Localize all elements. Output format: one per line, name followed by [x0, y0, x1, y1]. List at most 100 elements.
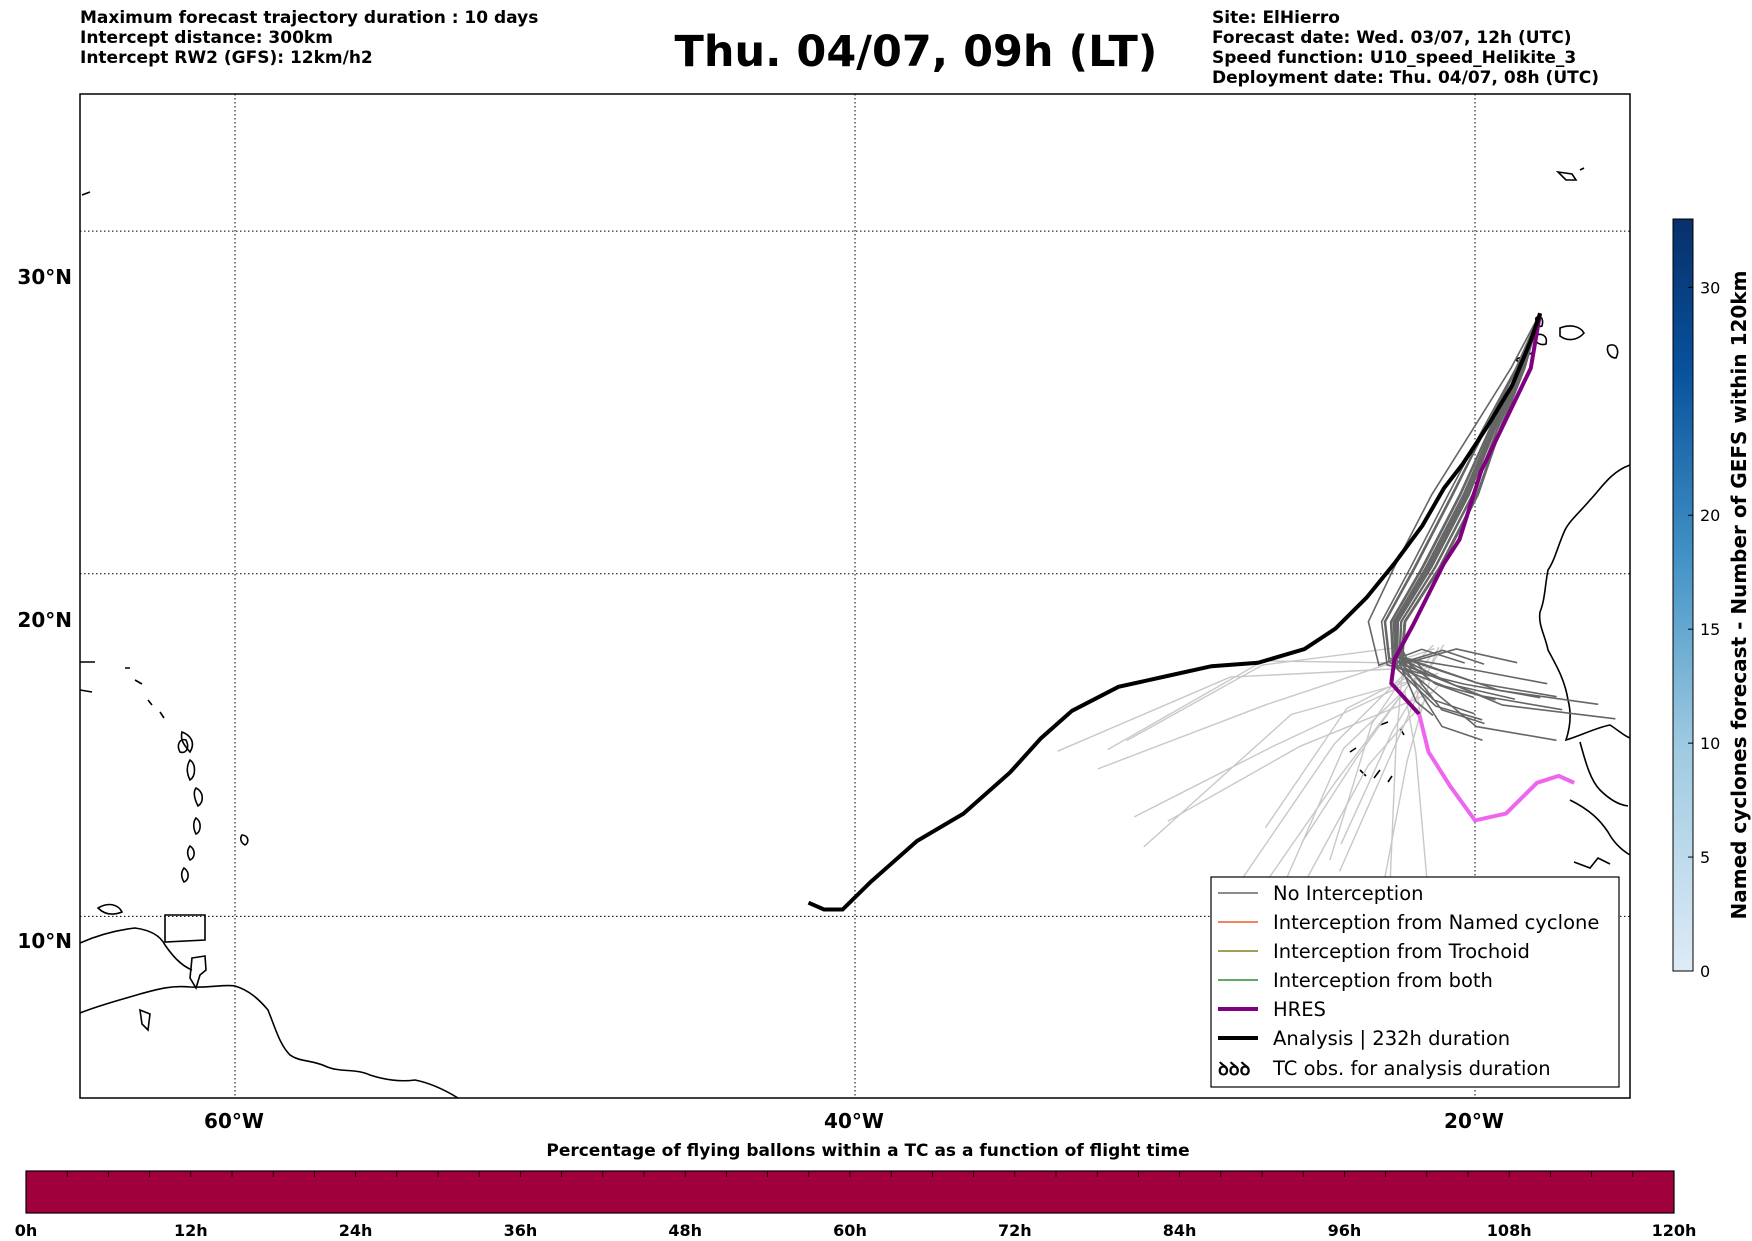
ensemble-light-track: [1235, 644, 1434, 889]
bottom-bar-tick-label: 60h: [833, 1221, 867, 1240]
longitude-labels: 60°W 40°W 20°W: [204, 1109, 1504, 1133]
coast-africa-south: [1569, 741, 1630, 869]
coast-trinidad: [189, 955, 207, 990]
coast-madeira: [1555, 167, 1585, 181]
coast-tobago: [164, 914, 206, 943]
header-speed-function: Speed function: U10_speed_Helikite_3: [1212, 48, 1577, 68]
colorbar-right: 0 5 10 15 20 30 Named cyclones forecast - Num…: [1672, 218, 1751, 981]
bottom-bar-tick-label: 108h: [1487, 1221, 1532, 1240]
lat-label-20n: 20°N: [17, 608, 72, 632]
bottom-bar-ticks: 0h 12h 24h 36h 48h 60h 72h 84h 96h 108h 120h: [15, 1171, 1697, 1240]
ensemble-light-track: [1057, 667, 1404, 752]
coast-venezuela: [80, 927, 193, 971]
colorbar-tick-label: 15: [1700, 620, 1720, 639]
header-max-duration: Maximum forecast trajectory duration : 1…: [80, 8, 539, 28]
legend-label-no-interception: No Interception: [1273, 882, 1424, 905]
coast-margarita: [139, 1008, 151, 1032]
ensemble-light-tracks: [1057, 644, 1445, 918]
ensemble-light-track: [1126, 646, 1399, 742]
tc-obs-icon: ꝺꝺꝺ: [1218, 1059, 1251, 1080]
legend-label-tc-obs: TC obs. for analysis duration: [1272, 1057, 1551, 1080]
bottom-bar-tick-label: 84h: [1163, 1221, 1197, 1240]
ensemble-track: [1383, 312, 1541, 721]
colorbar-tick-label: 5: [1700, 848, 1710, 867]
header-intercept-distance: Intercept distance: 300km: [80, 28, 333, 48]
ensemble-light-track: [1301, 681, 1412, 843]
latitude-labels: 30°N 20°N 10°N: [17, 265, 72, 953]
ensemble-light-track: [1403, 689, 1428, 882]
lon-label-40w: 40°W: [824, 1109, 884, 1133]
coast-south-america: [80, 984, 459, 1098]
ensemble-light-track: [1285, 693, 1402, 880]
coastlines: [80, 167, 1630, 1098]
bottom-bar: Percentage of flying ballons within a TC…: [15, 1141, 1697, 1240]
legend-label-both: Interception from both: [1273, 969, 1493, 992]
bottom-bar-tick-label: 120h: [1652, 1221, 1697, 1240]
ensemble-track: [1398, 313, 1541, 717]
map-plot-area: [80, 94, 1630, 1098]
ensemble-light-track: [1388, 658, 1405, 917]
bottom-bar-tick-label: 12h: [174, 1221, 208, 1240]
analysis-track: [807, 312, 1542, 912]
coast-lesser-antilles-1: [180, 730, 194, 754]
header-left: Maximum forecast trajectory duration : 1…: [80, 8, 538, 68]
header-forecast-date: Forecast date: Wed. 03/07, 12h (UTC): [1212, 28, 1572, 48]
coast-caribbean-islets: [80, 661, 165, 719]
ensemble-light-track: [1329, 661, 1415, 861]
lat-label-10n: 10°N: [17, 929, 72, 953]
legend-label-named-cyclone: Interception from Named cyclone: [1273, 911, 1599, 934]
legend-label-hres: HRES: [1273, 998, 1326, 1021]
colorbar-tick-label: 10: [1700, 734, 1720, 753]
coast-antigua: [239, 834, 249, 846]
coast-cape-verde: [1349, 721, 1405, 783]
lon-label-60w: 60°W: [204, 1109, 264, 1133]
bottom-bar-tick-label: 96h: [1328, 1221, 1362, 1240]
header-intercept-rw2: Intercept RW2 (GFS): 12km/h2: [80, 48, 373, 68]
coast-canary-3: [1606, 344, 1619, 359]
header-deployment-date: Deployment date: Thu. 04/07, 08h (UTC): [1212, 68, 1599, 88]
bottom-bar-tick-label: 48h: [668, 1221, 702, 1240]
ensemble-light-track: [1097, 647, 1435, 770]
lat-label-30n: 30°N: [17, 265, 72, 289]
colorbar-tick-label: 0: [1700, 962, 1710, 981]
hres-track-late: [1417, 713, 1576, 823]
lon-label-20w: 20°W: [1444, 1109, 1504, 1133]
coast-canary-1: [1559, 325, 1585, 341]
coast-lesser-antilles-6: [180, 866, 189, 883]
hres-track: [1389, 312, 1543, 716]
bottom-bar-tick-label: 24h: [339, 1221, 373, 1240]
coast-lesser-antilles-4: [192, 816, 201, 836]
bottom-bar-title: Percentage of flying ballons within a TC…: [546, 1141, 1189, 1161]
coast-africa: [1538, 464, 1630, 742]
legend-box: [1210, 876, 1620, 1088]
ensemble-light-track: [1264, 666, 1429, 829]
ensemble-light-track: [1167, 691, 1433, 822]
colorbar-tick-label: 30: [1700, 278, 1720, 297]
coast-lesser-antilles-3: [193, 786, 204, 808]
colorbar-right-ticks: 0 5 10 15 20 30: [1688, 278, 1720, 981]
coast-guadeloupe: [177, 738, 189, 754]
bottom-bar-tick-label: 0h: [15, 1221, 38, 1240]
legend-label-analysis: Analysis | 232h duration: [1273, 1027, 1510, 1050]
map-title: Thu. 04/07, 09h (LT): [674, 27, 1158, 77]
map-frame: [79, 93, 1631, 1099]
coast-lesser-antilles-2: [186, 758, 196, 782]
header-site: Site: ElHierro: [1212, 8, 1340, 28]
colorbar-tick-label: 20: [1700, 506, 1720, 525]
ensemble-track: [1367, 312, 1541, 667]
coast-lesser-antilles-5: [186, 844, 195, 861]
coast-windward: [96, 903, 124, 915]
legend-label-trochoid: Interception from Trochoid: [1273, 940, 1530, 963]
ensemble-light-track: [1133, 681, 1411, 818]
ensemble-no-interception-tracks: [1367, 312, 1616, 742]
bottom-bar-tick-label: 72h: [998, 1221, 1032, 1240]
legend: No Interception Interception from Named …: [1210, 876, 1620, 1088]
bottom-bar-fill: [25, 1170, 1675, 1214]
coast-barbados: [81, 191, 91, 196]
bottom-bar-tick-label: 36h: [504, 1221, 538, 1240]
colorbar-right-label: Named cyclones forecast - Number of GEFS…: [1727, 271, 1751, 920]
ensemble-track: [1396, 313, 1557, 698]
header-right: Site: ElHierro Forecast date: Wed. 03/07…: [1212, 8, 1599, 88]
colorbar-right-gradient: [1672, 218, 1694, 972]
